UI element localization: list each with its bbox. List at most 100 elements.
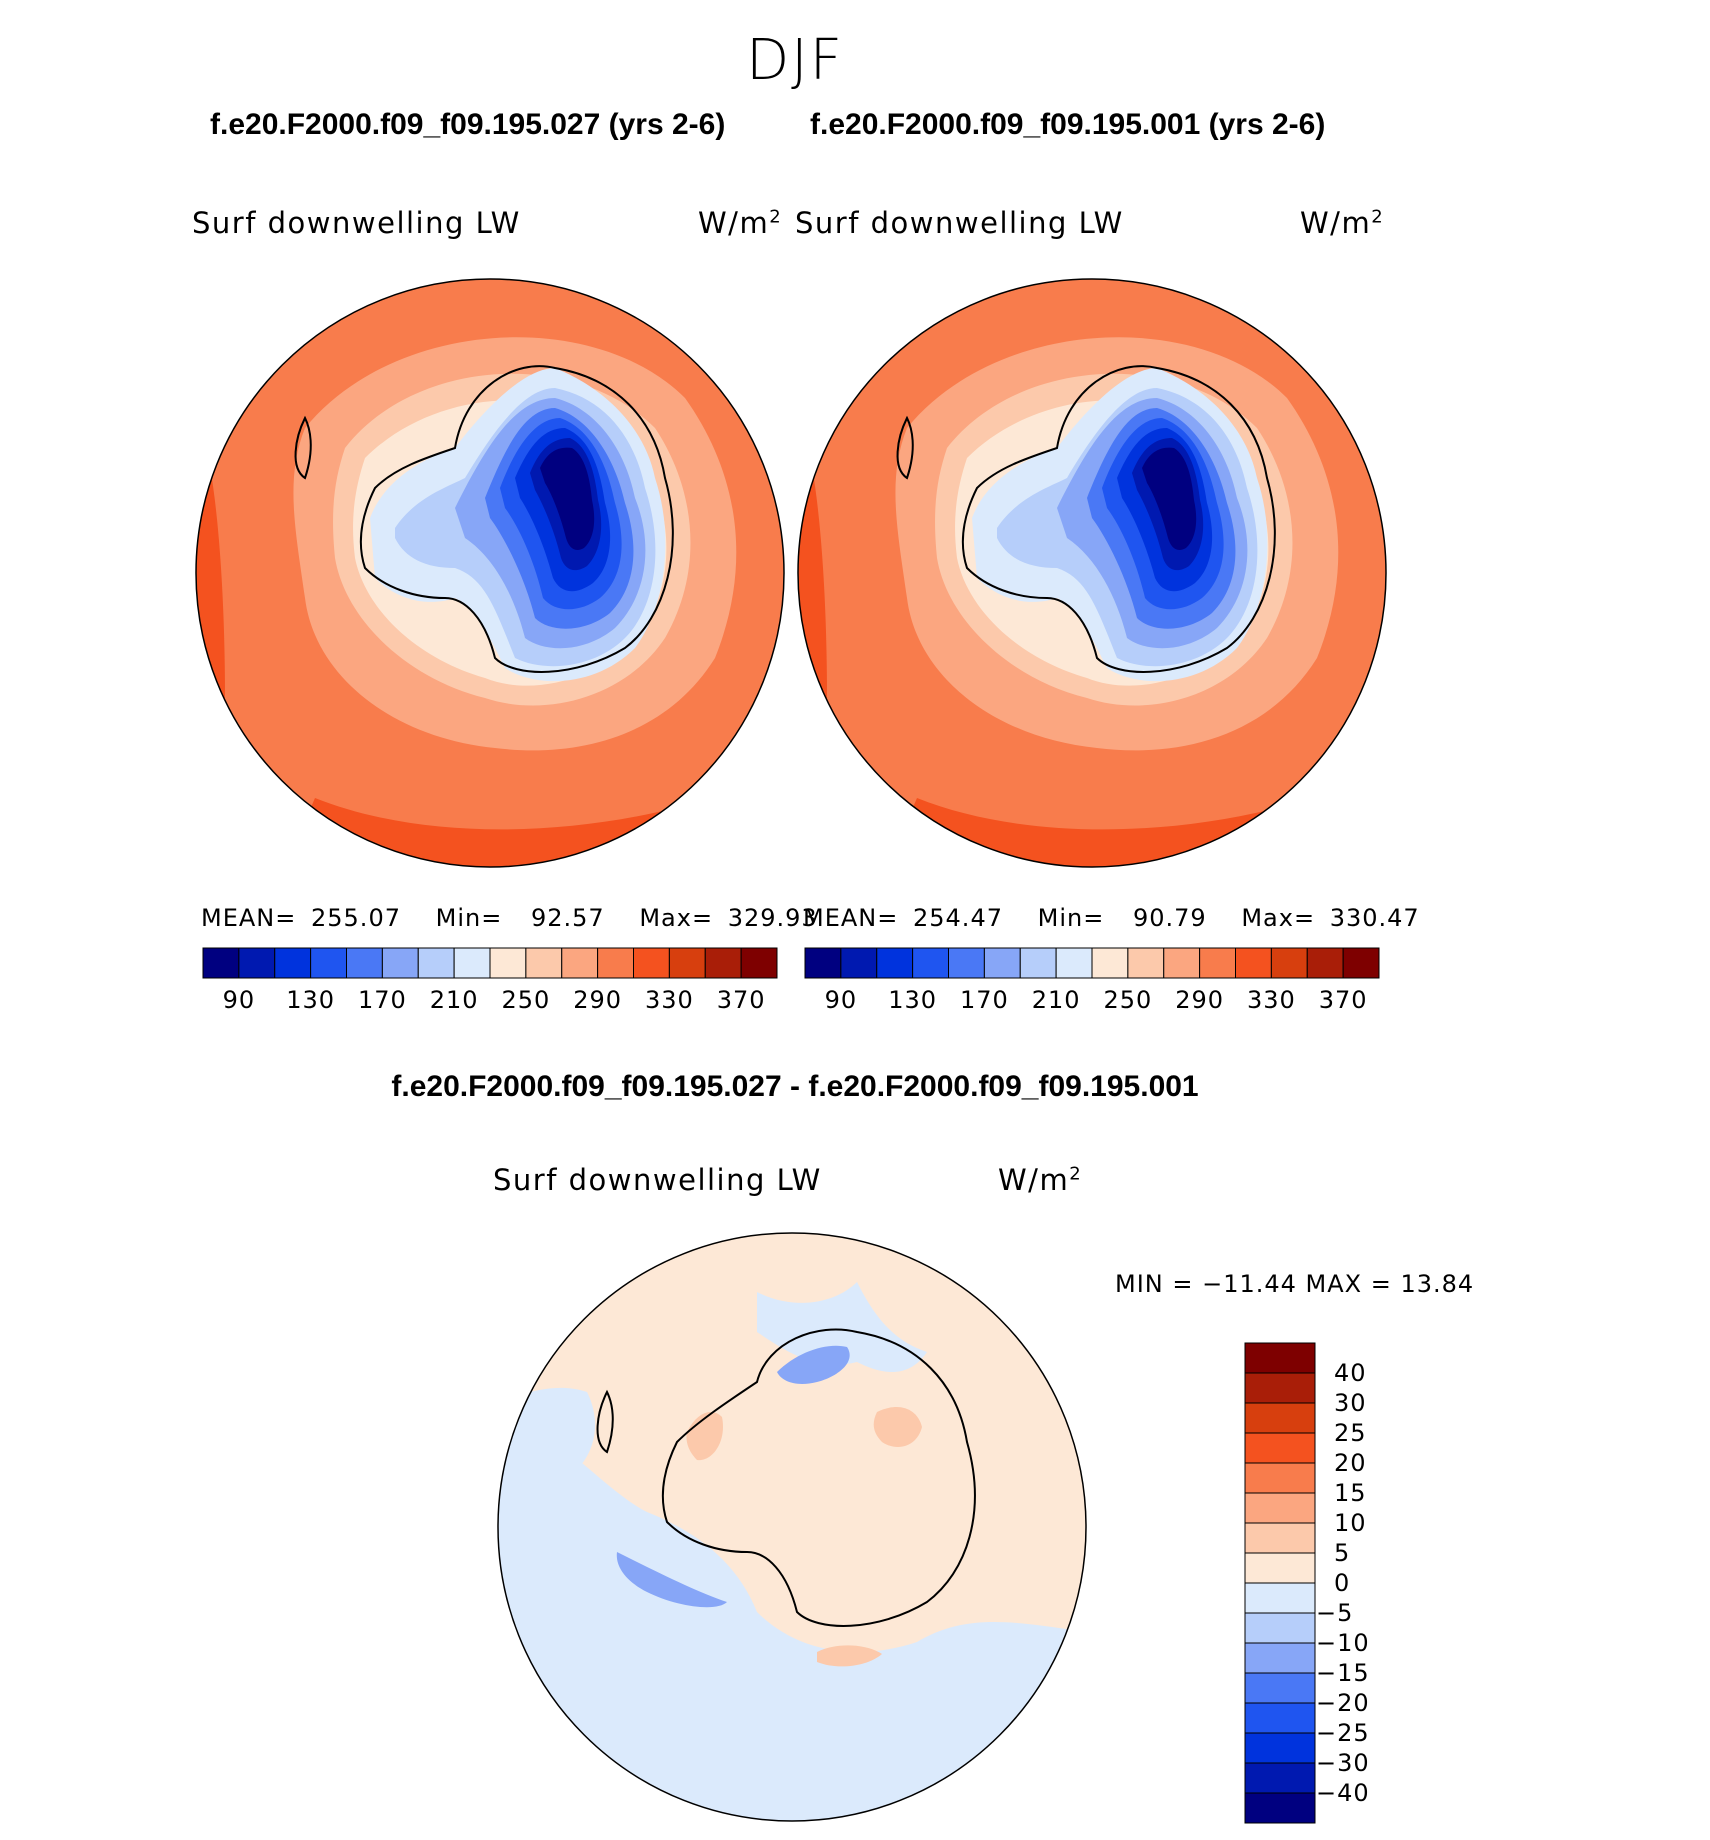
colorbar-tick-label: 370 [716, 986, 766, 1014]
colorbar-swatch [1244, 1762, 1316, 1794]
right-max-value: 330.47 [1329, 904, 1420, 932]
left-min-label: Min= [435, 904, 503, 932]
colorbar-tick-label: −10 [1316, 1629, 1370, 1657]
diff-variable-label: Surf downwelling LW [493, 1163, 822, 1197]
colorbar-tick-label: 250 [501, 986, 551, 1014]
band-90 [1142, 447, 1197, 550]
colorbar-tick-label: 30 [1334, 1389, 1367, 1417]
colorbar-tick-label: 0 [1334, 1569, 1351, 1597]
diff-units-label: W/m2 [998, 1163, 1083, 1197]
peninsula-coastline [896, 415, 914, 480]
colorbar-swatch [1244, 1642, 1316, 1674]
diff-map-border [497, 1232, 1087, 1822]
colorbar-swatch [1244, 1702, 1316, 1734]
colorbar-swatch [948, 947, 985, 979]
colorbar-swatch [453, 947, 491, 979]
colorbar-tick-label: 250 [1103, 986, 1153, 1014]
colorbar-swatch [1306, 947, 1344, 979]
colorbar-tick-label: −25 [1316, 1719, 1370, 1747]
colorbar-tick-label: 290 [573, 986, 623, 1014]
colorbar-swatch [525, 947, 563, 979]
diff-positive-blob-center [686, 1412, 723, 1461]
diff-title: f.e20.F2000.f09_f09.195.027 - f.e20.F200… [391, 1070, 1199, 1103]
diff-minmax: MIN = −11.44 MAX = 13.84 [1115, 1270, 1475, 1298]
colorbar-tick-label: −15 [1316, 1659, 1370, 1687]
diff-positive-blob-south [817, 1645, 882, 1667]
colorbar-tick-label: 15 [1334, 1479, 1367, 1507]
colorbar-swatch [381, 947, 419, 979]
right-variable-label: Surf downwelling LW [795, 206, 1124, 240]
main-title: DJF [746, 28, 844, 93]
colorbar-tick-label: 370 [1318, 986, 1368, 1014]
colorbar-swatch [1244, 1402, 1316, 1434]
diff-map [497, 1232, 1087, 1822]
colorbar-swatch [912, 947, 949, 979]
colorbar-swatch [983, 947, 1021, 979]
right-mean-label: MEAN= [803, 904, 899, 932]
colorbar-swatch [1244, 1372, 1316, 1404]
diff-negative-south [498, 1402, 1086, 1821]
colorbar-swatch [1244, 1732, 1316, 1764]
colorbar-swatch [1342, 947, 1380, 979]
colorbar-swatch [1244, 1792, 1316, 1824]
right-mean-value: 254.47 [913, 904, 1003, 932]
colorbar-tick-label: 290 [1175, 986, 1225, 1014]
left-mean-value: 255.07 [311, 904, 401, 932]
right-min-label: Min= [1037, 904, 1105, 932]
right-map-border [797, 278, 1387, 868]
right-stats: MEAN= 254.47 Min= 90.79 Max= 330.47 [803, 904, 1420, 932]
left-case-title: f.e20.F2000.f09_f09.195.027 (yrs 2-6) [210, 108, 726, 141]
colorbar-tick-label: 5 [1334, 1539, 1351, 1567]
colorbar-swatch [1270, 947, 1308, 979]
colorbar-tick-label: 25 [1334, 1419, 1367, 1447]
colorbar-tick-label: 210 [429, 986, 479, 1014]
colorbar-swatch [417, 947, 455, 979]
colorbar-swatch [1244, 1582, 1316, 1614]
diff-negative-blob [777, 1345, 850, 1384]
colorbar-tick-label: 130 [286, 986, 336, 1014]
left-variable-label: Surf downwelling LW [192, 206, 521, 240]
colorbar-tick-label: 330 [1246, 986, 1296, 1014]
colorbar-swatch [1244, 1552, 1316, 1584]
right-colorbar [804, 947, 1380, 979]
colorbar-swatch [597, 947, 634, 979]
colorbar-tick-label: −40 [1316, 1779, 1370, 1807]
diff-negative-north [757, 1282, 927, 1372]
colorbar-swatch [1244, 1492, 1316, 1524]
colorbar-tick-label: 90 [222, 986, 256, 1014]
diff-colorbar [1244, 1342, 1316, 1824]
colorbar-swatch [1091, 947, 1129, 979]
right-units-label: W/m2 [1300, 206, 1385, 240]
left-map-border [195, 278, 785, 868]
colorbar-swatch [1244, 1462, 1316, 1494]
colorbar-swatch [1244, 1342, 1316, 1374]
colorbar-swatch [274, 947, 312, 979]
colorbar-swatch [740, 947, 778, 979]
diff-colorbar-ticks: 40 30 25 20 15 10 5 0 −5 −10 −15 −20 −25 −30 −40 [1316, 1343, 1444, 1823]
colorbar-swatch [633, 947, 670, 979]
left-min-value: 92.57 [530, 904, 605, 932]
colorbar-tick-label: 330 [644, 986, 694, 1014]
colorbar-tick-label: −20 [1316, 1689, 1370, 1717]
colorbar-tick-label: 170 [959, 986, 1009, 1014]
colorbar-swatch [1244, 1672, 1316, 1704]
colorbar-swatch [1244, 1612, 1316, 1644]
band-90 [540, 447, 595, 550]
colorbar-swatch [1244, 1432, 1316, 1464]
colorbar-tick-label: 40 [1334, 1359, 1367, 1387]
colorbar-tick-label: 210 [1031, 986, 1081, 1014]
colorbar-swatch [1235, 947, 1272, 979]
left-max-label: Max= [639, 904, 714, 932]
colorbar-swatch [489, 947, 527, 979]
left-map [195, 278, 785, 868]
colorbar-swatch [310, 947, 347, 979]
right-max-label: Max= [1241, 904, 1316, 932]
right-map [797, 278, 1387, 868]
colorbar-swatch [202, 947, 240, 979]
colorbar-swatch [1244, 1522, 1316, 1554]
colorbar-swatch [668, 947, 706, 979]
antarctica-coastline [359, 365, 674, 673]
colorbar-tick-label: −5 [1316, 1599, 1354, 1627]
colorbar-swatch [704, 947, 742, 979]
left-colorbar [202, 947, 778, 979]
